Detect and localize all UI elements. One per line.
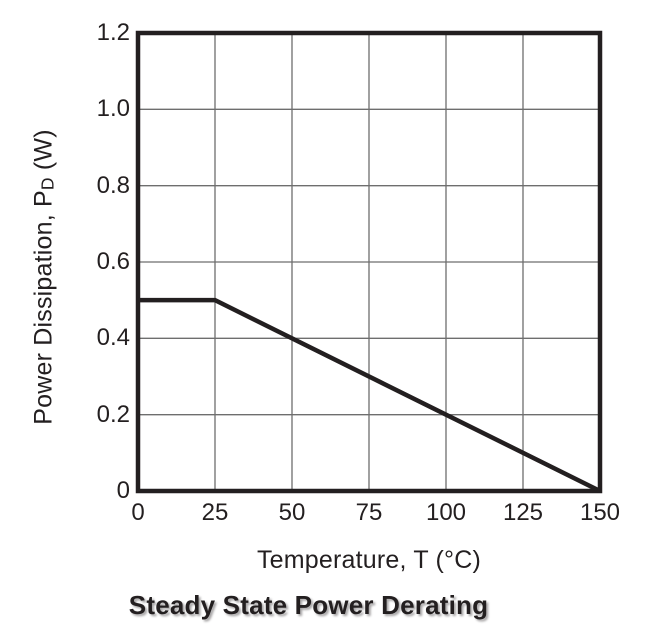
derating-curve	[138, 297, 601, 494]
x-tick-label-0: 0	[131, 499, 145, 526]
chart-title: Steady State Power Derating	[128, 590, 489, 620]
x-tick-label-100: 100	[425, 499, 467, 526]
y-tick-label-0.8: 0.8	[96, 171, 130, 199]
x-axis-label: Temperature, T (°C)	[256, 546, 482, 574]
x-tick-label-125: 125	[502, 499, 544, 526]
y-tick-label-0.6: 0.6	[96, 248, 130, 275]
x-tick-label-25: 25	[201, 499, 229, 526]
y-tick-label-0.2: 0.2	[96, 400, 130, 428]
y-tick-label-1.2: 1.2	[96, 19, 130, 46]
y-tick-label-1.0: 1.0	[96, 95, 130, 123]
plot-frame	[135, 30, 603, 494]
x-tick-label-50: 50	[278, 499, 306, 526]
x-tick-label-75: 75	[355, 499, 383, 526]
y-tick-label-0.4: 0.4	[96, 324, 130, 352]
y-tick-label-0: 0	[116, 477, 130, 504]
x-tick-label-150: 150	[579, 499, 621, 526]
